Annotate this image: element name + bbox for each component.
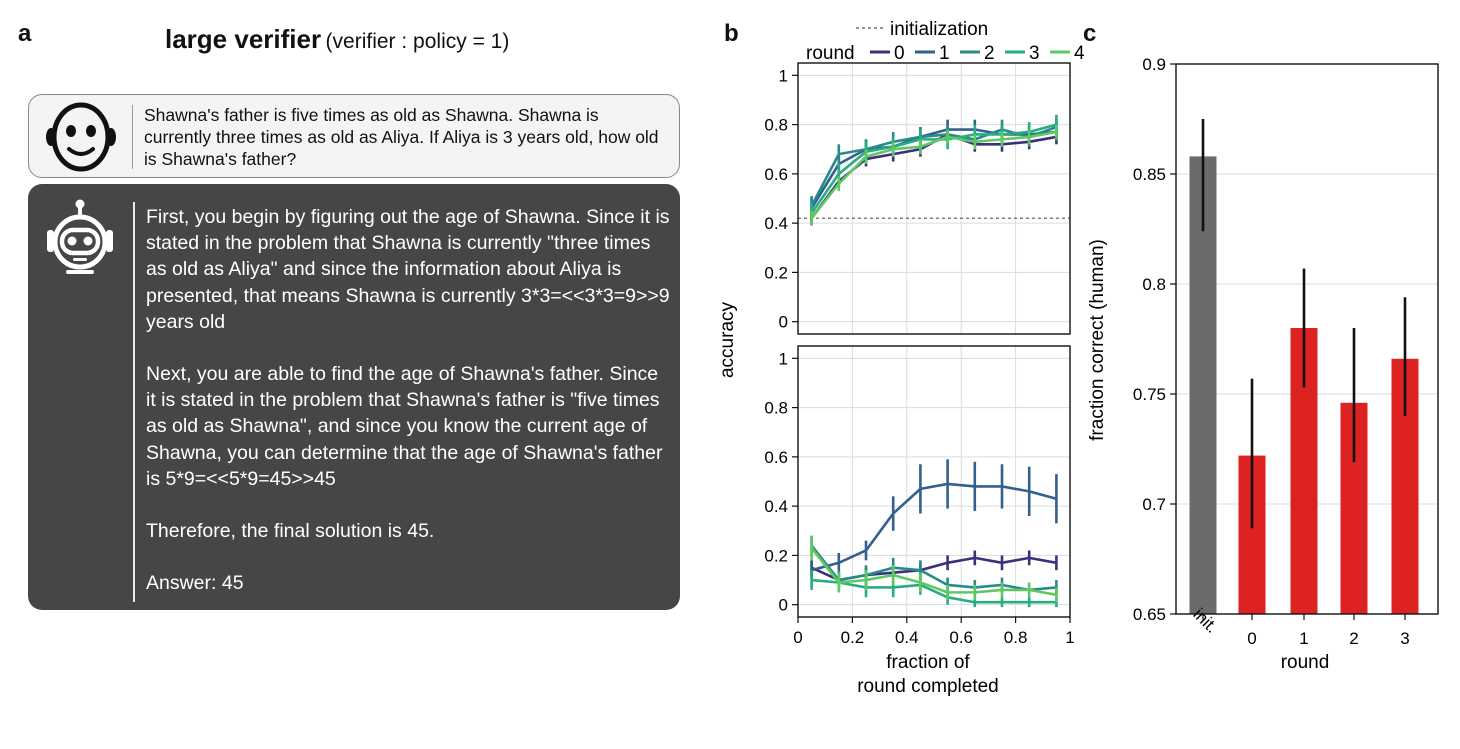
y-axis-label: fraction correct (human) (1087, 239, 1108, 441)
x-tick-label: 0.8 (1004, 628, 1028, 647)
answer-final: Answer: 45 (146, 572, 244, 595)
panel-a-title: large verifier (verifier : policy = 1) (165, 24, 509, 55)
answer-divider (133, 202, 135, 602)
legend-title: round (806, 43, 855, 64)
series-line-bottom-round-2 (810, 544, 1057, 592)
y-tick-label: 0.4 (764, 214, 788, 233)
legend-label-round-2: 2 (984, 43, 995, 64)
y-tick-label: 0.65 (1133, 605, 1166, 624)
question-divider (132, 105, 133, 169)
x-tick-label: 0 (793, 628, 802, 647)
answer-paragraph: Therefore, the final solution is 45. (146, 520, 435, 543)
series-line-bottom-round-1 (811, 482, 1057, 572)
y-tick-label: 0 (779, 596, 788, 615)
y-axis-label: accuracy (717, 301, 738, 378)
y-tick-label: 0.2 (764, 263, 788, 282)
y-tick-label: 0.6 (764, 448, 788, 467)
title-main: large verifier (165, 24, 322, 54)
y-tick-label: 0.2 (764, 546, 788, 565)
y-tick-label: 0.8 (764, 116, 788, 135)
answer-paragraph: First, you begin by figuring out the age… (146, 206, 670, 333)
x-axis-label: round (1281, 652, 1330, 673)
answer-bubble: First, you begin by figuring out the age… (28, 184, 680, 610)
answer-text: First, you begin by figuring out the age… (146, 204, 671, 596)
title-subtitle: (verifier : policy = 1) (325, 30, 510, 53)
y-tick-label: 1 (779, 349, 788, 368)
smiling-face-icon (46, 102, 116, 172)
legend-label-round-3: 3 (1029, 43, 1040, 64)
series-line-top-round-0 (810, 133, 1057, 219)
x-tick-label: 0.2 (841, 628, 865, 647)
legend-label-round-4: 4 (1074, 43, 1085, 64)
series-line-bottom-round-3 (811, 578, 1057, 604)
x-tick-label: 2 (1349, 629, 1358, 648)
x-tick-label: 1 (1065, 628, 1074, 647)
plot-frame-top (797, 62, 1071, 335)
legend-initialization-label: initialization (890, 19, 988, 40)
panel-letter-b: b (724, 20, 739, 47)
panel-b-line-charts: 0 0.2 0.4 0.6 0.8 1 0 0.2 0.4 0.6 0.8 1 0 0.2 0.4 0.6 0.… (717, 19, 1085, 697)
legend-label-round-0: 0 (894, 43, 905, 64)
y-tick-label: 0.7 (1142, 495, 1166, 514)
x-tick-label: 3 (1400, 629, 1409, 648)
panel-letter-a: a (18, 20, 32, 47)
question-text: Shawna's father is five times as old as … (144, 105, 659, 169)
y-tick-label: 0.75 (1133, 385, 1166, 404)
panel-letter-c: c (1083, 20, 1097, 47)
x-tick-label: 0.6 (949, 628, 973, 647)
y-tick-label: 0.85 (1133, 165, 1166, 184)
x-tick-label: 1 (1299, 629, 1308, 648)
y-tick-label: 0.9 (1142, 55, 1166, 74)
y-tick-label: 1 (779, 66, 788, 85)
x-axis-label: round completed (857, 676, 999, 697)
y-tick-label: 0 (779, 313, 788, 332)
y-tick-label: 0.8 (1142, 275, 1166, 294)
robot-head-icon (47, 199, 113, 274)
bar-init (1189, 156, 1217, 614)
x-tick-label: 0.4 (895, 628, 919, 647)
series-line-bottom-round-4 (810, 547, 1057, 597)
y-tick-label: 0.6 (764, 165, 788, 184)
legend-label-round-1: 1 (939, 43, 950, 64)
series-line-top-round-3 (810, 123, 1057, 215)
x-tick-label: 0 (1247, 629, 1256, 648)
y-tick-label: 0.8 (764, 399, 788, 418)
x-axis-label: fraction of (886, 652, 970, 673)
question-bubble: Shawna's father is five times as old as … (28, 94, 680, 178)
plot-frame (1175, 63, 1439, 615)
series-line-top-round-4 (810, 130, 1057, 220)
answer-paragraph: Next, you are able to find the age of Sh… (146, 363, 663, 490)
plot-frame-bottom (797, 345, 1071, 618)
y-tick-label: 0.4 (764, 497, 788, 516)
